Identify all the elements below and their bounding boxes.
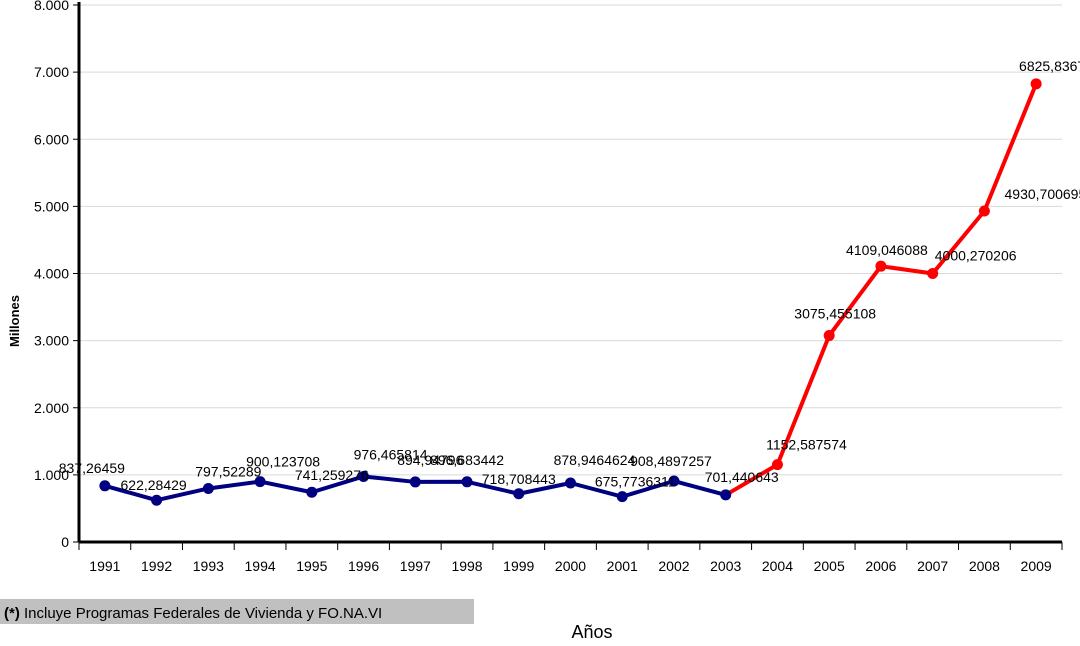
data-label: 622,28429 bbox=[121, 477, 187, 493]
y-tick-label: 2.000 bbox=[34, 400, 69, 416]
x-tick-label: 1996 bbox=[348, 558, 379, 574]
x-tick-label: 2000 bbox=[555, 558, 586, 574]
x-tick-label: 2008 bbox=[969, 558, 1000, 574]
data-point bbox=[927, 267, 939, 279]
data-label: 741,259276 bbox=[295, 467, 369, 483]
data-point bbox=[668, 475, 680, 487]
data-point bbox=[771, 459, 783, 471]
x-tick-label: 2002 bbox=[658, 558, 689, 574]
footnote-box bbox=[0, 599, 474, 624]
y-tick-label: 7.000 bbox=[34, 64, 69, 80]
data-label: 6825,8367 bbox=[1019, 58, 1080, 74]
data-point bbox=[254, 476, 266, 488]
footnote-marker: (*) bbox=[4, 605, 20, 622]
x-tick-label: 2005 bbox=[814, 558, 845, 574]
data-point bbox=[306, 486, 318, 498]
x-tick-label: 1999 bbox=[503, 558, 534, 574]
x-tick-label: 1995 bbox=[296, 558, 327, 574]
data-label: 4000,270206 bbox=[935, 247, 1017, 263]
data-point bbox=[99, 480, 111, 492]
data-points bbox=[99, 78, 1042, 506]
x-axis-label: Años bbox=[571, 622, 612, 642]
y-tick-label: 3.000 bbox=[34, 333, 69, 349]
y-tick-labels: 0 1.000 2.000 3.000 4.000 5.000 6.000 7.000 8.00… bbox=[34, 0, 69, 550]
y-tick-label: 8.000 bbox=[34, 0, 69, 13]
data-point bbox=[978, 205, 990, 217]
data-label: 878,9464624 bbox=[554, 452, 636, 468]
data-point bbox=[513, 488, 525, 500]
x-tick-label: 2004 bbox=[762, 558, 793, 574]
y-tick-label: 1.000 bbox=[34, 467, 69, 483]
data-label: 4109,046088 bbox=[846, 242, 928, 258]
data-point bbox=[151, 494, 163, 506]
data-label: 1152,587574 bbox=[766, 437, 847, 453]
data-point bbox=[616, 491, 628, 503]
x-tick-label: 2003 bbox=[710, 558, 741, 574]
data-label: 701,440643 bbox=[705, 469, 779, 485]
data-point bbox=[409, 476, 421, 488]
data-point bbox=[823, 330, 835, 342]
data-label: 3075,455108 bbox=[794, 306, 876, 322]
data-point bbox=[461, 476, 473, 488]
data-label: 976,465814 bbox=[354, 446, 428, 462]
x-tick-labels: 1991 1992 1993 1994 1995 1996 1997 1998 1999 2000… bbox=[89, 558, 1052, 574]
data-point bbox=[358, 470, 370, 482]
data-label: 675,7736311 bbox=[595, 474, 676, 490]
data-point bbox=[202, 482, 214, 494]
x-tick-label: 1992 bbox=[141, 558, 172, 574]
y-tick-label: 5.000 bbox=[34, 198, 69, 214]
series-line-2003-2009 bbox=[724, 83, 1038, 497]
footnote-text: Incluye Programas Federales de Vivienda … bbox=[19, 605, 383, 622]
data-label: 894,94796 bbox=[397, 452, 463, 468]
data-point bbox=[565, 477, 576, 489]
data-label: 837,26459 bbox=[59, 460, 125, 476]
x-tick-label: 2006 bbox=[865, 558, 896, 574]
data-label: 900,123708 bbox=[246, 454, 320, 470]
x-tick-label: 2001 bbox=[607, 558, 638, 574]
gridlines bbox=[79, 4, 1062, 476]
x-tick-label: 2009 bbox=[1021, 558, 1052, 574]
x-tick-label: 1994 bbox=[245, 558, 276, 574]
y-tick-label: 0 bbox=[61, 534, 69, 550]
data-point bbox=[875, 260, 887, 272]
data-label: 797,52289 bbox=[195, 463, 261, 479]
x-tick-label: 2007 bbox=[917, 558, 948, 574]
y-tick-label: 6.000 bbox=[34, 131, 69, 147]
x-tick-label: 1998 bbox=[451, 558, 482, 574]
data-point bbox=[720, 489, 732, 501]
x-tick-label: 1993 bbox=[193, 558, 224, 574]
data-point bbox=[1030, 78, 1042, 90]
footnote: (*) Incluye Programas Federales de Vivie… bbox=[4, 605, 382, 622]
x-tick-label: 1991 bbox=[89, 558, 120, 574]
y-tick-label: 4.000 bbox=[34, 266, 69, 282]
y-axis-label: Millones bbox=[7, 295, 22, 347]
data-label: 908,4897257 bbox=[630, 453, 712, 469]
data-label: 4930,700695 bbox=[1005, 186, 1080, 202]
data-label: 896,683442 bbox=[430, 452, 504, 468]
axes bbox=[73, 2, 1063, 550]
x-tick-label: 1997 bbox=[400, 558, 431, 574]
data-label: 718,708443 bbox=[482, 471, 556, 487]
series-lines bbox=[104, 83, 1038, 503]
